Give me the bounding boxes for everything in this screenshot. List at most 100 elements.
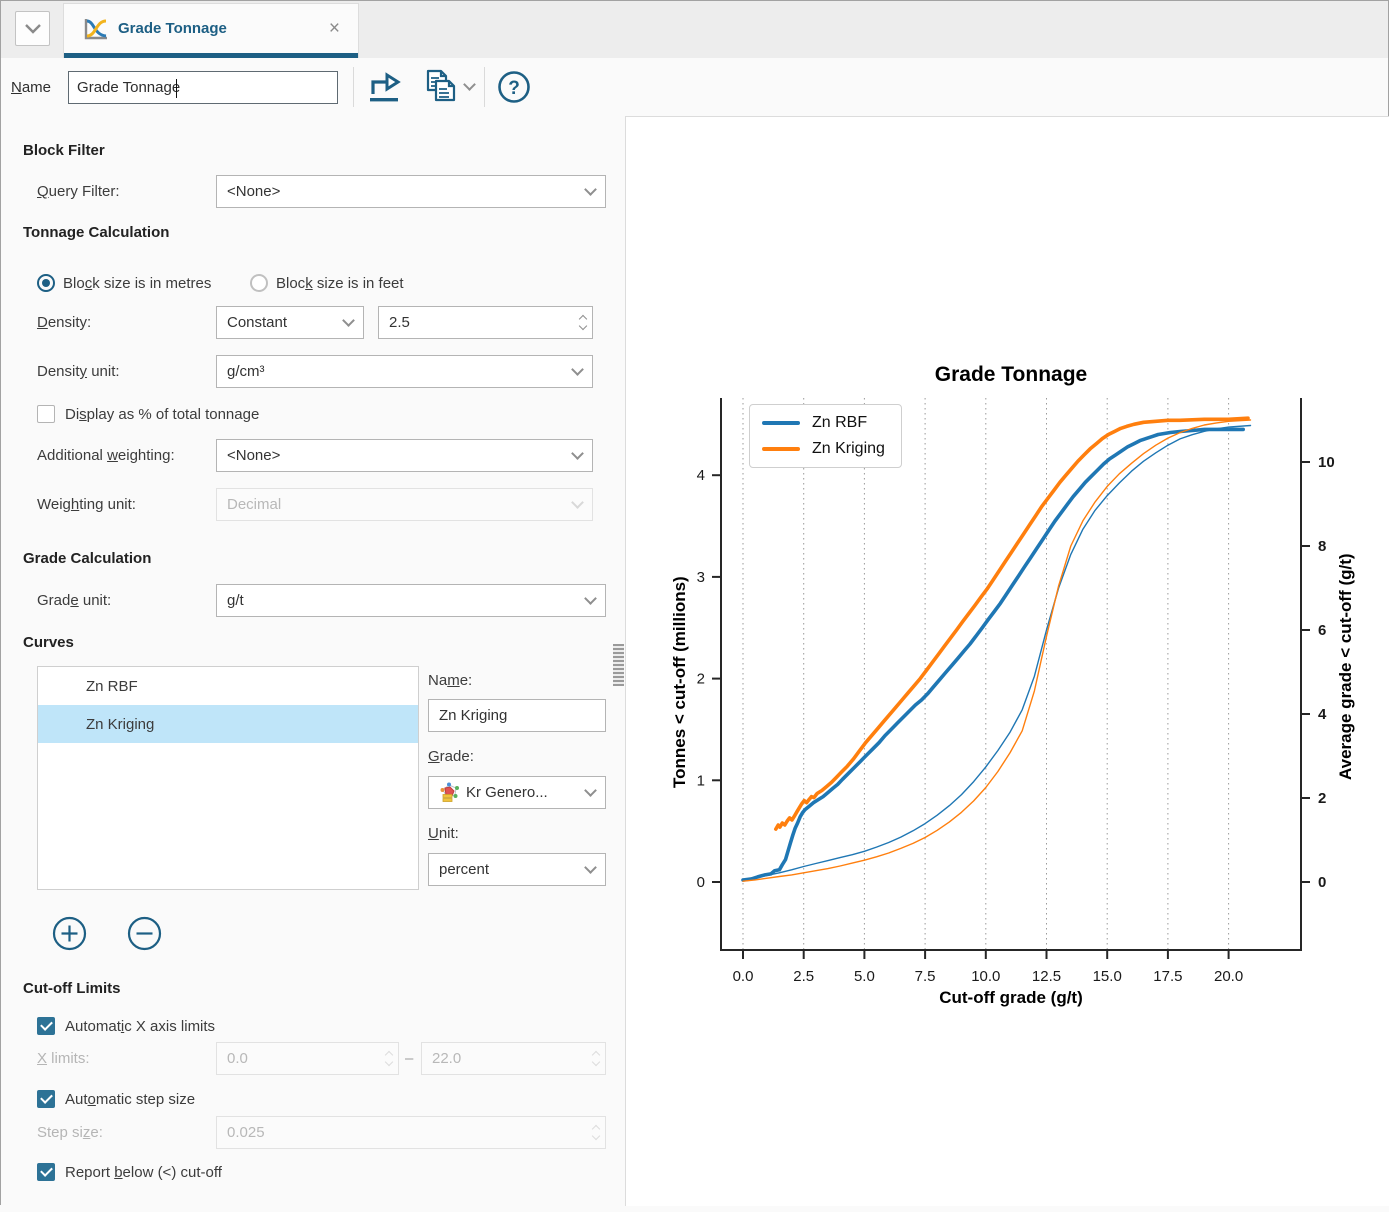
panel-splitter-handle[interactable]: [613, 644, 624, 686]
svg-text:2: 2: [697, 671, 705, 688]
additional-weighting-dropdown[interactable]: <None>: [216, 439, 593, 472]
density-value-stepper[interactable]: [378, 306, 593, 339]
chevron-down-icon: [584, 783, 597, 797]
copy-button[interactable]: [419, 65, 463, 109]
svg-text:0: 0: [1318, 874, 1326, 891]
chart-legend: Zn RBF Zn Kriging: [749, 404, 902, 468]
svg-text:7.5: 7.5: [915, 968, 936, 985]
chevron-down-icon: [571, 495, 584, 509]
query-filter-dropdown[interactable]: <None>: [216, 175, 606, 208]
tab-overflow-button[interactable]: [15, 11, 50, 46]
radio-block-size-metres[interactable]: [37, 274, 55, 292]
svg-text:4: 4: [1318, 706, 1327, 723]
density-unit-dropdown[interactable]: g/cm³: [216, 355, 593, 388]
chevron-down-icon: [571, 362, 584, 376]
spin-down-icon: [384, 1057, 394, 1067]
tab-title: Grade Tonnage: [118, 20, 227, 37]
auto-x-limits-label: Automatic X axis limits: [65, 1017, 216, 1035]
density-value-input[interactable]: [389, 314, 576, 331]
legend-entry: Zn Kriging: [762, 440, 885, 458]
section-header-block-filter: Block Filter: [23, 142, 105, 159]
plus-icon: [52, 916, 87, 951]
range-dash: –: [405, 1050, 414, 1067]
svg-text:8: 8: [1318, 538, 1326, 555]
svg-text:20.0: 20.0: [1214, 968, 1243, 985]
svg-text:6: 6: [1318, 622, 1326, 639]
auto-x-limits-checkbox[interactable]: [37, 1017, 55, 1035]
export-button[interactable]: [361, 65, 405, 109]
weighting-unit-label: Weighting unit:: [37, 496, 136, 513]
toolbar-separator: [353, 67, 355, 107]
legend-entry: Zn RBF: [762, 414, 885, 432]
section-header-grade-calculation: Grade Calculation: [23, 550, 152, 567]
toolbar: Name: [1, 58, 1388, 116]
active-tab-indicator: [64, 53, 358, 58]
radio-block-size-feet[interactable]: [250, 274, 268, 292]
spin-down-icon[interactable]: [578, 321, 588, 331]
list-item-selected[interactable]: Zn Kriging: [38, 705, 418, 743]
display-percent-label: Display as % of total tonnage: [65, 405, 260, 423]
copy-options-chevron-icon[interactable]: [463, 78, 476, 91]
step-size-stepper: [216, 1116, 606, 1149]
spinner-arrows[interactable]: [578, 314, 588, 331]
svg-text:5.0: 5.0: [854, 968, 875, 985]
spin-down-icon: [591, 1057, 601, 1067]
step-size-label: Step size:: [37, 1124, 103, 1141]
help-question-icon: ?: [498, 71, 530, 103]
x-max-stepper: [421, 1042, 606, 1075]
settings-panel: Block Filter Query Filter: <None> Tonnag…: [1, 116, 626, 1206]
density-mode-dropdown[interactable]: Constant: [216, 306, 364, 339]
chevron-down-icon: [571, 446, 584, 460]
spin-down-icon: [591, 1131, 601, 1141]
query-filter-label: Query Filter:: [37, 183, 120, 200]
svg-text:3: 3: [697, 569, 705, 586]
toolbar-separator: [484, 67, 486, 107]
curve-name-input-wrap: [428, 699, 606, 732]
report-below-cutoff-label: Report below (<) cut-off: [65, 1163, 222, 1181]
chart-title: Grade Tonnage: [934, 363, 1088, 386]
estimator-icon: [440, 782, 459, 802]
x-min-stepper: [216, 1042, 399, 1075]
x-max-input: [432, 1050, 589, 1067]
curve-name-input[interactable]: [439, 707, 595, 724]
remove-curve-button[interactable]: [127, 916, 162, 951]
grade-unit-dropdown[interactable]: g/t: [216, 584, 606, 617]
tab-close-icon[interactable]: ×: [328, 18, 340, 39]
legend-line-swatch-orange: [762, 447, 800, 451]
svg-text:0: 0: [697, 874, 705, 891]
auto-step-size-checkbox[interactable]: [37, 1090, 55, 1108]
export-arrow-icon: [370, 72, 401, 102]
name-input[interactable]: [77, 78, 330, 96]
curve-unit-dropdown[interactable]: percent: [428, 853, 606, 886]
curve-grade-label: Grade:: [428, 748, 474, 765]
weighting-unit-dropdown: Decimal: [216, 488, 593, 521]
display-percent-checkbox[interactable]: [37, 405, 55, 423]
additional-weighting-label: Additional weighting:: [37, 447, 175, 464]
report-below-cutoff-checkbox[interactable]: [37, 1163, 55, 1181]
help-button[interactable]: ?: [492, 65, 536, 109]
minus-icon: [127, 916, 162, 951]
curve-grade-dropdown[interactable]: Kr Genero...: [428, 776, 606, 809]
name-label: Name: [11, 78, 52, 96]
copy-icon: [426, 69, 456, 102]
svg-text:12.5: 12.5: [1032, 968, 1061, 985]
chart-panel: Grade Tonnage 0.0 2.5 5.0 7.5 10.0 12.5 15.0 17…: [626, 116, 1389, 1206]
chevron-down-icon: [24, 23, 41, 34]
svg-text:15.0: 15.0: [1093, 968, 1122, 985]
chevron-down-icon: [584, 591, 597, 605]
svg-text:1: 1: [697, 772, 705, 789]
add-curve-button[interactable]: [52, 916, 87, 951]
tab-grade-tonnage[interactable]: Grade Tonnage ×: [63, 3, 359, 58]
legend-line-swatch-blue: [762, 421, 800, 425]
grade-tonnage-plot: 0.0 2.5 5.0 7.5 10.0 12.5 15.0 17.5 20.0 0 1 2 3 4 0 2 4…: [697, 398, 1335, 985]
curve-unit-label: Unit:: [428, 825, 459, 842]
list-item[interactable]: Zn RBF: [86, 677, 138, 695]
density-label: Density:: [37, 314, 92, 331]
right-axis-label: Average grade < cut-off (g/t): [1336, 553, 1355, 781]
section-header-tonnage-calculation: Tonnage Calculation: [23, 224, 170, 241]
step-size-input: [227, 1124, 589, 1141]
curves-list[interactable]: Zn RBF Zn Kriging: [37, 666, 419, 890]
radio-metres-label: Block size is in metres: [63, 274, 212, 292]
name-input-wrap: [68, 70, 339, 104]
